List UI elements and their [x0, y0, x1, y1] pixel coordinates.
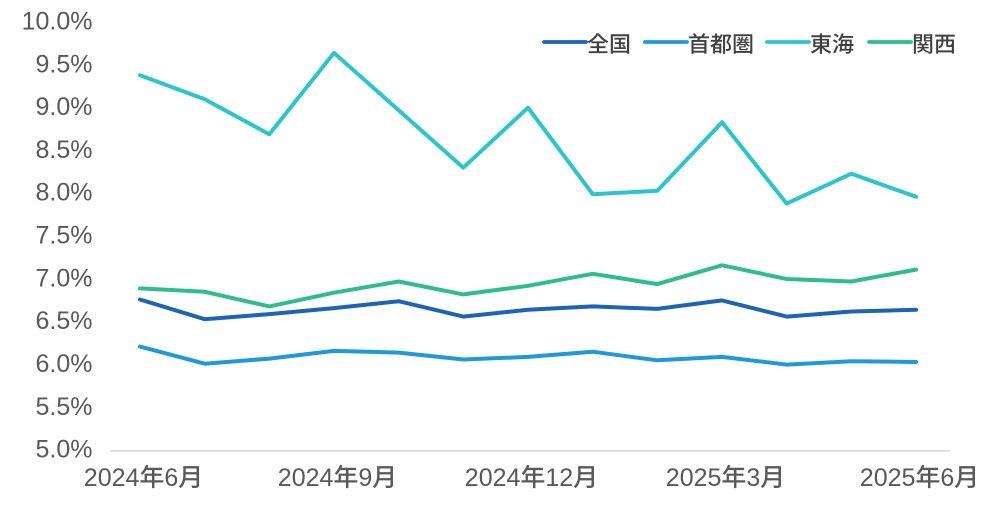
svg-text:2025: 2025: [666, 464, 722, 492]
svg-text:8.5%: 8.5%: [36, 136, 93, 164]
svg-text:12: 12: [545, 464, 573, 492]
svg-text:7.0%: 7.0%: [36, 264, 93, 292]
svg-text:9.0%: 9.0%: [36, 93, 93, 121]
svg-text:7.5%: 7.5%: [36, 222, 93, 250]
svg-text:2024: 2024: [278, 464, 334, 492]
svg-text:9.5%: 9.5%: [36, 50, 93, 78]
svg-text:6: 6: [940, 464, 954, 492]
svg-text:5.0%: 5.0%: [36, 436, 93, 464]
svg-text:6.0%: 6.0%: [36, 350, 93, 378]
svg-text:9: 9: [358, 464, 372, 492]
svg-text:6: 6: [164, 464, 178, 492]
svg-text:2024: 2024: [465, 464, 521, 492]
svg-text:6.5%: 6.5%: [36, 307, 93, 335]
svg-text:2024: 2024: [84, 464, 140, 492]
svg-text:5.5%: 5.5%: [36, 393, 93, 421]
svg-text:10.0%: 10.0%: [22, 8, 93, 36]
svg-text:2025: 2025: [860, 464, 916, 492]
svg-text:3: 3: [746, 464, 760, 492]
svg-text:8.0%: 8.0%: [36, 179, 93, 207]
